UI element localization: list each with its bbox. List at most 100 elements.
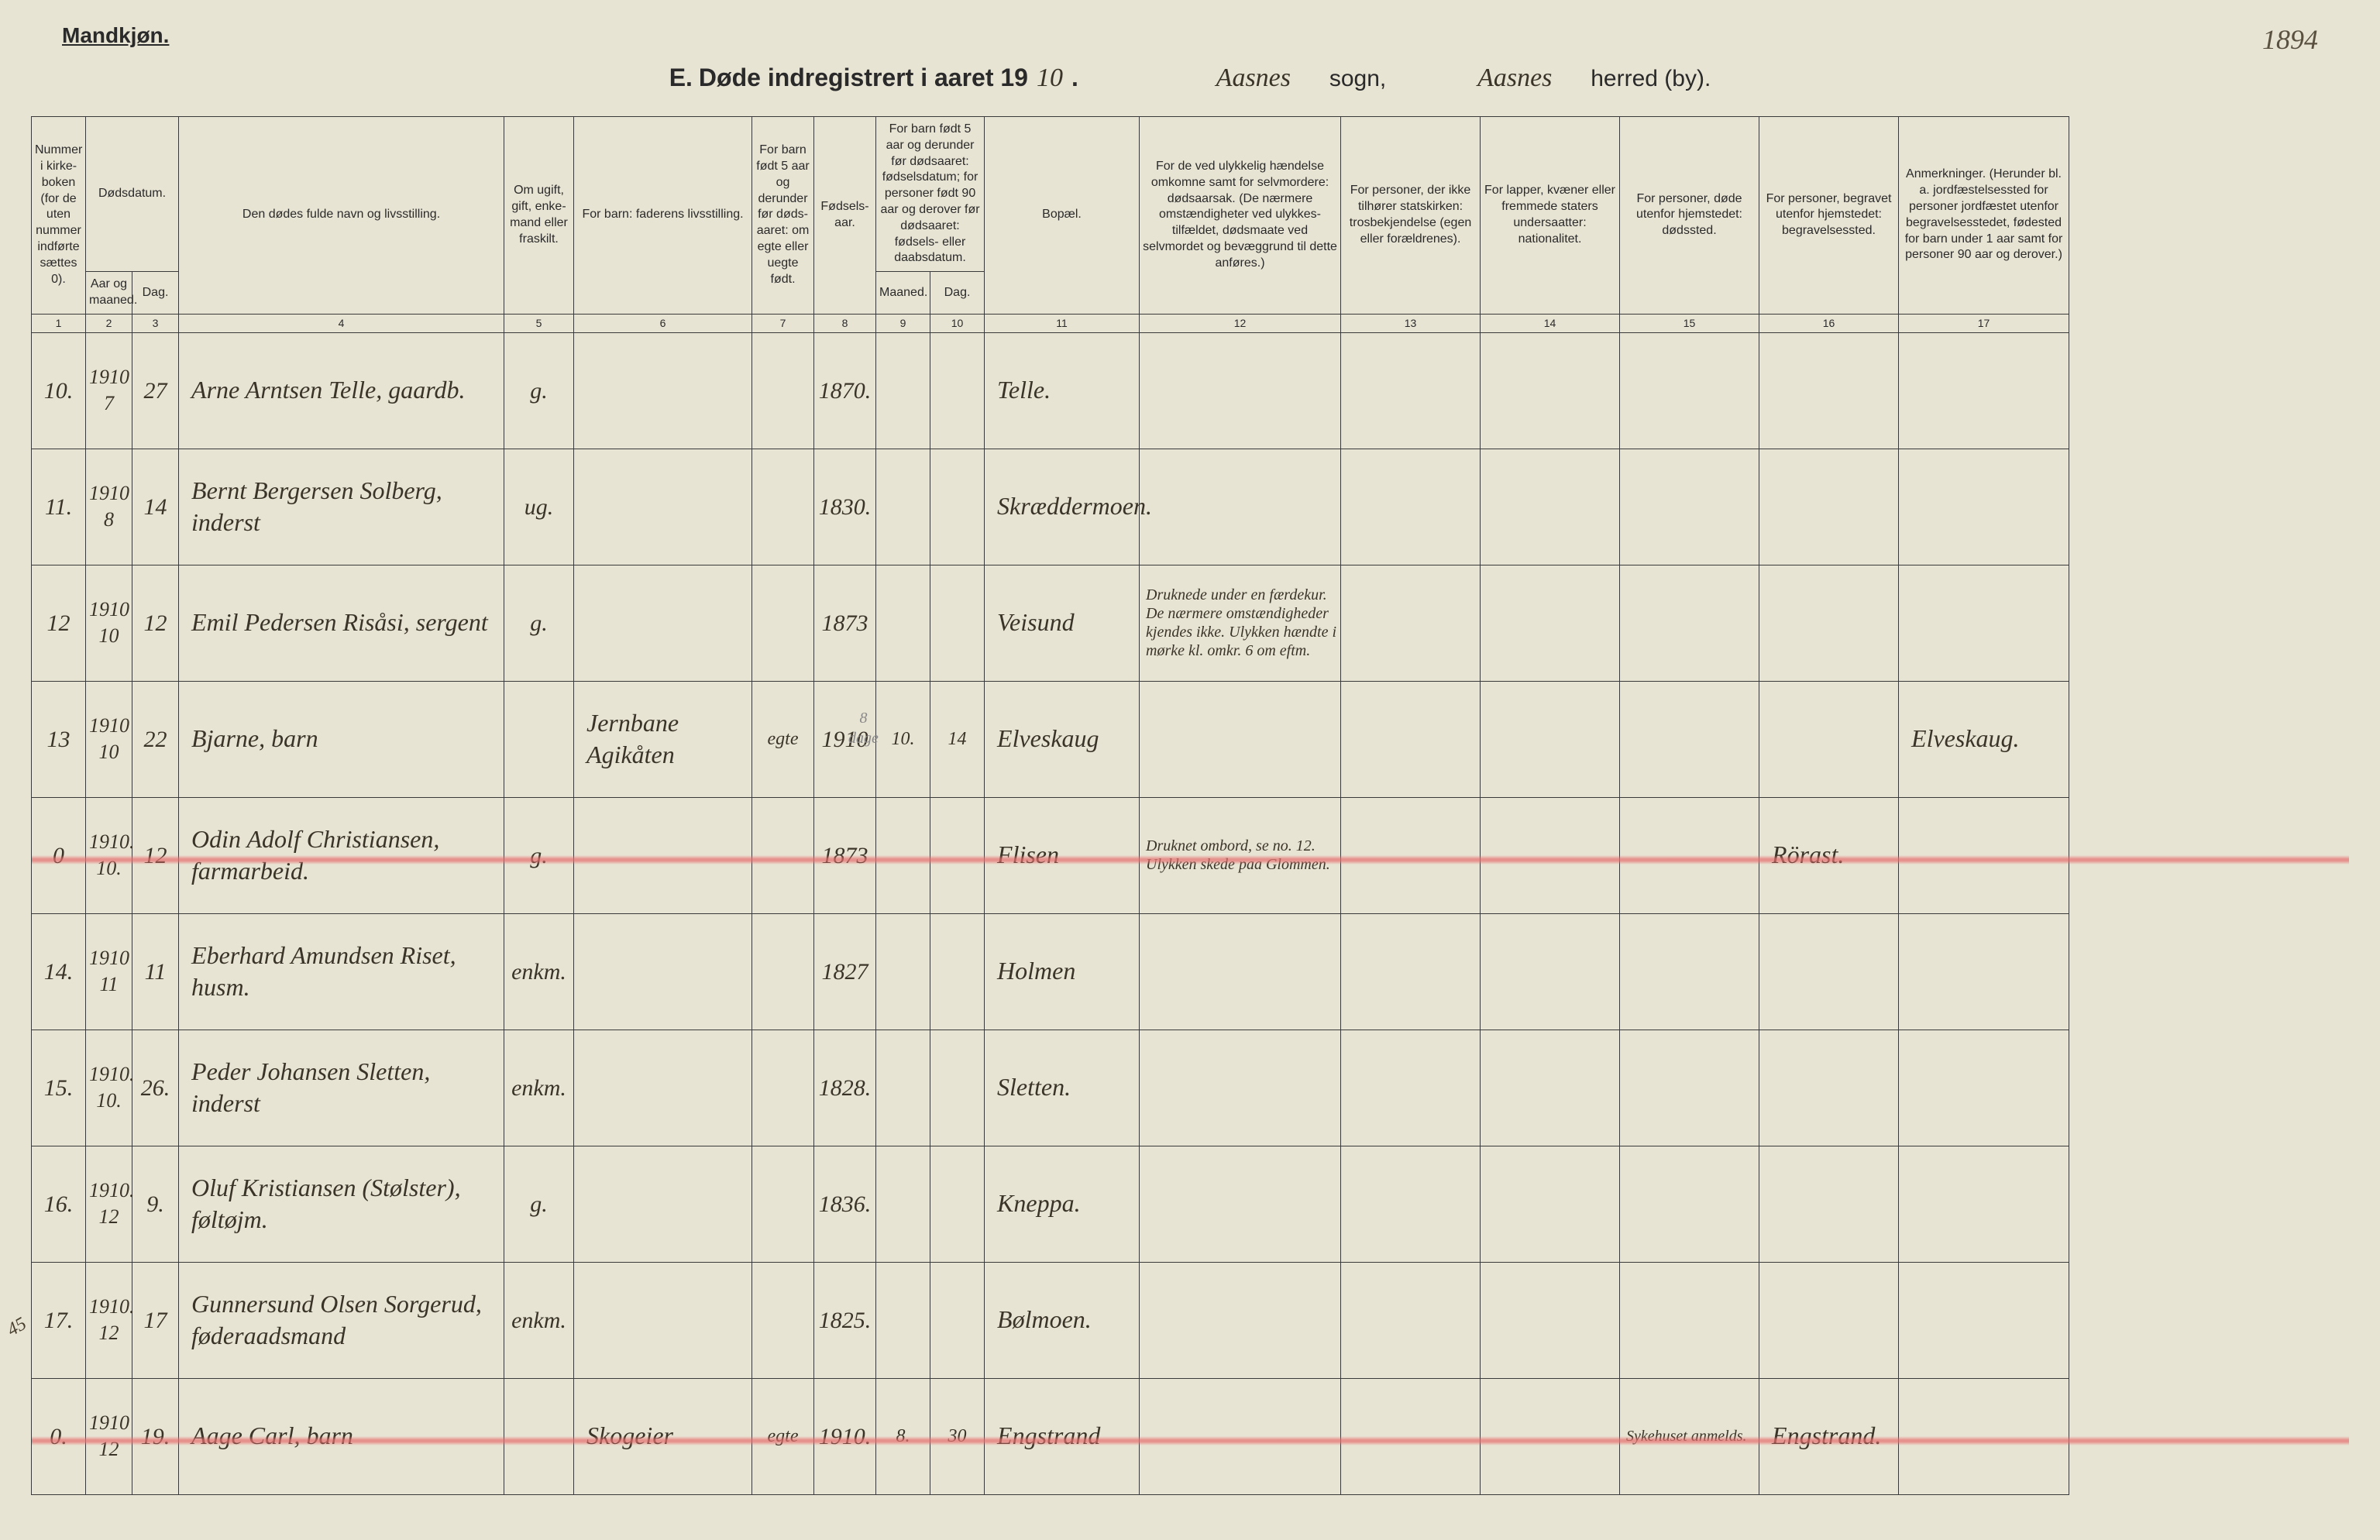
cell-faar: 1870.: [814, 332, 876, 449]
cell-anm: [1899, 913, 2069, 1030]
title-letter: E.: [669, 64, 693, 92]
cell-fmnd: [876, 449, 930, 565]
cell-dag: 27: [132, 332, 179, 449]
colnum: 7: [752, 314, 814, 332]
cell-tros: [1341, 913, 1481, 1030]
cell-dsted: [1620, 681, 1759, 797]
cell-navn: Odin Adolf Christiansen, farmarbeid.: [179, 797, 504, 913]
cell-fmnd: [876, 1030, 930, 1146]
cell-egte: [752, 449, 814, 565]
table-header: Nummer i kirke­boken (for de uten nummer…: [32, 117, 2349, 333]
cell-fdag: [930, 797, 985, 913]
colnum: 3: [132, 314, 179, 332]
cell-bsted: Rörast.: [1759, 797, 1899, 913]
cell-egte: [752, 1030, 814, 1146]
title-text: Døde indregistrert i aaret 19: [699, 64, 1028, 92]
col-header-anmerkninger: Anmerkninger. (Herunder bl. a. jordfæste…: [1899, 117, 2069, 315]
colnum: 4: [179, 314, 504, 332]
cell-aarsak: [1140, 681, 1341, 797]
title-year-handwritten: 10: [1034, 64, 1065, 93]
table-row: 1219101012Emil Pedersen Risåsi, sergentg…: [32, 565, 2349, 681]
cell-dsted: Sykehuset anmelds.: [1620, 1378, 1759, 1494]
col-header-bopael: Bopæl.: [985, 117, 1140, 315]
cell-bsted: [1759, 332, 1899, 449]
cell-dag: 11: [132, 913, 179, 1030]
colnum: 16: [1759, 314, 1899, 332]
cell-navn: Arne Arntsen Telle, gaardb.: [179, 332, 504, 449]
herred-label: herred (by).: [1591, 66, 1711, 92]
cell-nat: [1481, 332, 1620, 449]
cell-navn: Bernt Bergersen Solberg, inderst: [179, 449, 504, 565]
cell-tros: [1341, 1146, 1481, 1262]
cell-dsted: [1620, 565, 1759, 681]
table-body: 10.1910727Arne Arntsen Telle, gaardb.g.1…: [32, 332, 2349, 1494]
cell-far: Jernbane Agikåten: [574, 681, 752, 797]
cell-aar_mnd: 1910.12: [86, 1146, 132, 1262]
cell-bopael: Skræddermoen.: [985, 449, 1140, 565]
cell-dag: 14: [132, 449, 179, 565]
col-header-egte: For barn født 5 aar og derunder før døds…: [752, 117, 814, 315]
cell-dag: 26.: [132, 1030, 179, 1146]
cell-fdag: [930, 332, 985, 449]
cell-bopael: Flisen: [985, 797, 1140, 913]
col-header-fodselsaar: Fødsels­aar.: [814, 117, 876, 315]
cell-anm: Elveskaug.: [1899, 681, 2069, 797]
cell-aar_mnd: 191010: [86, 681, 132, 797]
cell-num: 0: [32, 797, 86, 913]
cell-far: [574, 913, 752, 1030]
cell-far: [574, 1146, 752, 1262]
cell-fdag: [930, 449, 985, 565]
cell-fmnd: [876, 1146, 930, 1262]
column-number-row: 1 2 3 4 5 6 7 8 9 10 11 12 13 14 15 16 1…: [32, 314, 2349, 332]
cell-faar: 1827: [814, 913, 876, 1030]
cell-aar_mnd: 1910.10.: [86, 1030, 132, 1146]
cell-navn: Eberhard Amundsen Riset, husm.: [179, 913, 504, 1030]
cell-bopael: Kneppa.: [985, 1146, 1140, 1262]
cell-egte: [752, 332, 814, 449]
cell-aar_mnd: 191012: [86, 1378, 132, 1494]
cell-num: 0.: [32, 1378, 86, 1494]
cell-fdag: 30: [930, 1378, 985, 1494]
cell-fdag: [930, 913, 985, 1030]
cell-num: 14.: [32, 913, 86, 1030]
col-header-aarsak: For de ved ulykkelig hændelse omkomne sa…: [1140, 117, 1341, 315]
table-row: 15.1910.10.26.Peder Johansen Sletten, in…: [32, 1030, 2349, 1146]
colnum: 12: [1140, 314, 1341, 332]
cell-dag: 12: [132, 565, 179, 681]
cell-aarsak: [1140, 449, 1341, 565]
cell-navn: Peder Johansen Sletten, inderst: [179, 1030, 504, 1146]
colnum: 17: [1899, 314, 2069, 332]
cell-anm: [1899, 449, 2069, 565]
col-header-nummer: Nummer i kirke­boken (for de uten nummer…: [32, 117, 86, 315]
cell-egte: egte: [752, 681, 814, 797]
deaths-register-table: Nummer i kirke­boken (for de uten nummer…: [31, 116, 2349, 1495]
cell-egte: [752, 797, 814, 913]
col-header-far: For barn: faderens livsstilling.: [574, 117, 752, 315]
cell-navn: Gunnersund Olsen Sorgerud, føderaads­man…: [179, 1262, 504, 1378]
cell-fmnd: [876, 1262, 930, 1378]
sogn-label: sogn,: [1329, 66, 1386, 92]
colnum: 14: [1481, 314, 1620, 332]
cell-navn: Emil Pedersen Risåsi, sergent: [179, 565, 504, 681]
cell-aar_mnd: 19108: [86, 449, 132, 565]
colnum: 15: [1620, 314, 1759, 332]
cell-tros: [1341, 1030, 1481, 1146]
cell-aarsak: [1140, 1262, 1341, 1378]
cell-anm: [1899, 1378, 2069, 1494]
cell-aarsak: [1140, 1146, 1341, 1262]
colnum: 9: [876, 314, 930, 332]
cell-dsted: [1620, 913, 1759, 1030]
cell-stand: enkm.: [504, 1262, 574, 1378]
form-title: E. Døde indregistrert i aaret 1910. Aasn…: [31, 64, 2349, 93]
cell-bsted: [1759, 565, 1899, 681]
cell-dag: 17: [132, 1262, 179, 1378]
cell-egte: [752, 1262, 814, 1378]
cell-tros: [1341, 565, 1481, 681]
cell-bopael: Veisund: [985, 565, 1140, 681]
col-subheader-fmaaned: Maaned.: [876, 272, 930, 315]
cell-bopael: Sletten.: [985, 1030, 1140, 1146]
cell-bsted: [1759, 449, 1899, 565]
cell-egte: [752, 565, 814, 681]
table-row: 10.1910727Arne Arntsen Telle, gaardb.g.1…: [32, 332, 2349, 449]
cell-far: [574, 1262, 752, 1378]
